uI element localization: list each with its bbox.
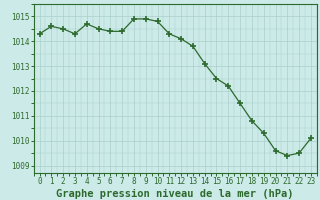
- X-axis label: Graphe pression niveau de la mer (hPa): Graphe pression niveau de la mer (hPa): [56, 189, 294, 199]
